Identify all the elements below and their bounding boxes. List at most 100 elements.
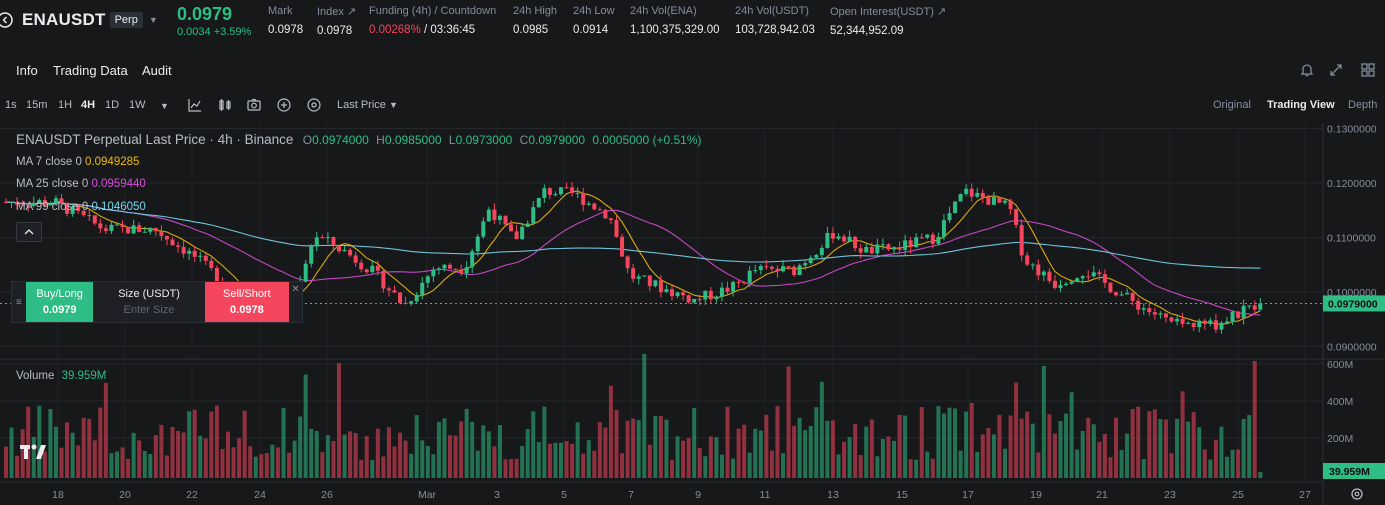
volume-bar	[281, 407, 286, 478]
candle-body	[26, 205, 31, 207]
volume-bar	[1030, 423, 1035, 478]
stat-label: Mark	[268, 5, 293, 17]
timeframe-15m[interactable]: 15m	[26, 99, 48, 111]
external-link-icon[interactable]: ↗	[936, 6, 947, 18]
chevron-down-icon[interactable]: ▼	[148, 15, 158, 25]
candle-body	[142, 231, 147, 233]
volume-bar	[431, 454, 436, 478]
volume-bar	[842, 441, 847, 478]
size-input[interactable]	[104, 304, 195, 316]
price-type-select[interactable]: Last Price ▼	[337, 99, 398, 111]
candle-body	[980, 192, 985, 198]
tab-info[interactable]: Info	[16, 63, 38, 78]
close-icon[interactable]: ✕	[291, 284, 300, 295]
candle-body	[708, 290, 713, 300]
candle-body	[947, 213, 952, 221]
volume-bar	[936, 406, 941, 478]
price-tick-label: 0.1100000	[1327, 233, 1376, 245]
chart-canvas[interactable]: 0.13000000.12000000.11000000.10000000.09…	[0, 124, 1385, 505]
chart-toolbar: 1s 15m 1H 4H 1D 1W ▼ Last Price ▼ Origin…	[0, 94, 1385, 118]
chart-title: ENAUSDT Perpetual Last Price · 4h · Bina…	[16, 132, 294, 147]
volume-bar	[1152, 409, 1157, 478]
stat-index[interactable]: Index ↗ 0.0978	[317, 5, 356, 37]
volume-bar	[331, 441, 336, 478]
camera-icon[interactable]	[246, 97, 262, 113]
ma99-line	[5, 201, 1261, 269]
current-volume-label: 39.959M	[1329, 466, 1370, 478]
volume-bar	[187, 411, 192, 478]
timeframe-1h[interactable]: 1H	[58, 99, 73, 111]
chart-settings-icon[interactable]	[1351, 488, 1363, 500]
candle-body	[470, 251, 475, 268]
volume-bar	[1247, 415, 1252, 478]
legend-low: 0.0973000	[455, 133, 513, 147]
view-depth[interactable]: Depth	[1348, 99, 1378, 111]
volume-bar	[436, 421, 441, 478]
volume-bar	[1047, 414, 1052, 478]
candle-body	[1158, 313, 1163, 315]
volume-bar	[1108, 457, 1113, 478]
volume-bar	[847, 437, 852, 478]
stat-label: 24h Vol(ENA)	[630, 5, 697, 17]
candle-body	[342, 249, 347, 252]
volume-bar	[675, 436, 680, 478]
candle-body	[769, 266, 774, 269]
volume-bar	[1125, 433, 1130, 478]
timeframe-1w[interactable]: 1W	[129, 99, 146, 111]
external-link-icon[interactable]: ↗	[346, 6, 357, 18]
time-tick-label: 9	[695, 489, 701, 501]
settings-icon[interactable]	[306, 97, 322, 113]
candle-body	[1141, 308, 1146, 310]
volume-bar	[697, 448, 702, 478]
sell-short-button[interactable]: Sell/Short 0.0978	[204, 282, 290, 322]
collapse-legend-button[interactable]	[16, 222, 42, 242]
candle-body	[647, 275, 652, 287]
grid-layout-icon[interactable]	[1360, 62, 1376, 78]
back-icon[interactable]	[0, 9, 16, 31]
time-tick-label: 15	[896, 489, 908, 501]
candle-body	[198, 255, 203, 257]
candle-body	[120, 224, 125, 227]
candle-type-icon[interactable]	[217, 97, 233, 113]
volume-bar	[586, 440, 591, 478]
tab-audit[interactable]: Audit	[142, 63, 172, 78]
chevron-up-icon	[24, 229, 34, 235]
volume-bar	[1097, 441, 1102, 478]
candle-body	[448, 264, 452, 269]
volume-bar	[536, 442, 541, 478]
bell-icon[interactable]	[1299, 62, 1315, 78]
chevron-down-icon: ▼	[388, 100, 398, 110]
candle-body	[653, 280, 658, 287]
timeframe-1s[interactable]: 1s	[5, 99, 17, 111]
time-tick-label: 7	[628, 489, 634, 501]
indicator-icon[interactable]	[187, 97, 203, 113]
candle-body	[658, 280, 663, 293]
volume-bar	[337, 363, 341, 478]
volume-bar	[781, 453, 785, 478]
volume-bar	[20, 429, 25, 478]
candle-body	[1180, 318, 1185, 324]
candle-body	[1252, 305, 1257, 310]
stat-open-interest[interactable]: Open Interest(USDT) ↗ 52,344,952.09	[830, 5, 946, 37]
volume-bar	[853, 423, 858, 478]
volume-bar	[1191, 412, 1196, 478]
candle-body	[1075, 278, 1080, 282]
expand-icon[interactable]	[1328, 62, 1344, 78]
drag-handle-icon[interactable]: ≡	[16, 296, 22, 308]
volume-bar	[858, 455, 863, 478]
chevron-down-icon[interactable]: ▼	[160, 101, 169, 111]
buy-long-button[interactable]: Buy/Long 0.0979	[25, 282, 94, 322]
candle-body	[20, 204, 25, 206]
view-trading-view[interactable]: Trading View	[1267, 99, 1335, 111]
symbol-selector[interactable]: ENAUSDT Perp ▼	[0, 9, 158, 31]
candle-body	[53, 198, 58, 204]
candle-body	[209, 260, 214, 268]
view-original[interactable]: Original	[1213, 99, 1251, 111]
candle-body	[192, 250, 197, 257]
time-tick-label: 18	[52, 489, 64, 501]
tab-trading-data[interactable]: Trading Data	[53, 63, 128, 78]
add-indicator-icon[interactable]	[276, 97, 292, 113]
timeframe-4h[interactable]: 4H	[81, 99, 96, 111]
price-chart[interactable]: 0.1300000 0.1200000 0.1100000 0.1000000 0.09…	[0, 124, 1385, 505]
timeframe-1d[interactable]: 1D	[105, 99, 120, 111]
